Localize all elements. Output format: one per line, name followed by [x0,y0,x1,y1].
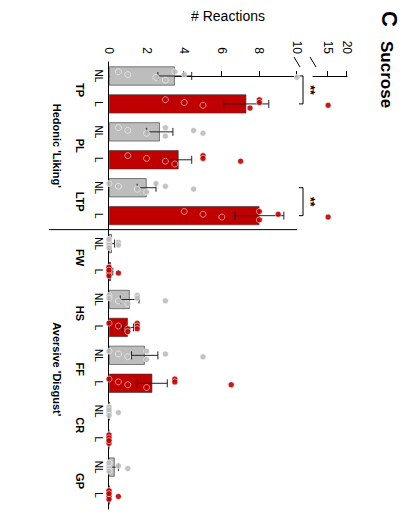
svg-text:PL: PL [74,139,86,153]
svg-text:20: 20 [340,41,354,55]
svg-text:# Reactions: # Reactions [191,8,265,24]
svg-text:L: L [93,381,104,387]
svg-text:L: L [93,213,104,219]
svg-text:NL: NL [93,293,104,306]
svg-text:**: ** [303,85,317,95]
svg-text:4: 4 [177,47,191,54]
svg-text:NL: NL [93,125,104,138]
svg-text:FW: FW [74,249,86,267]
svg-text:6: 6 [215,47,229,54]
svg-text:15: 15 [321,41,335,55]
svg-text:2: 2 [140,47,154,54]
svg-text:L: L [93,157,104,163]
svg-text:8: 8 [252,47,266,54]
svg-text:C: C [377,11,402,27]
svg-text:NL: NL [93,70,104,83]
svg-text:Sucrose: Sucrose [377,41,396,108]
svg-text:Aversive 'Disgust': Aversive 'Disgust' [51,322,63,416]
svg-text:TP: TP [74,83,86,97]
svg-text:NL: NL [93,349,104,362]
svg-text:GP: GP [74,473,86,489]
svg-text:L: L [93,101,104,107]
svg-text:L: L [93,436,104,442]
svg-text:0: 0 [102,47,116,54]
svg-text:HS: HS [74,306,86,321]
svg-text:Hedonic 'Liking': Hedonic 'Liking' [51,104,63,188]
svg-text:NL: NL [93,181,104,194]
svg-text:NL: NL [93,405,104,418]
svg-text:LTP: LTP [74,192,86,212]
svg-text:L: L [93,269,104,275]
svg-text:L: L [93,325,104,331]
svg-text:**: ** [303,197,317,207]
svg-text:L: L [93,492,104,498]
svg-text:10: 10 [290,41,304,55]
svg-text:CR: CR [74,417,86,433]
svg-text:NL: NL [93,237,104,250]
svg-text:NL: NL [93,461,104,474]
svg-text:FF: FF [74,363,86,377]
